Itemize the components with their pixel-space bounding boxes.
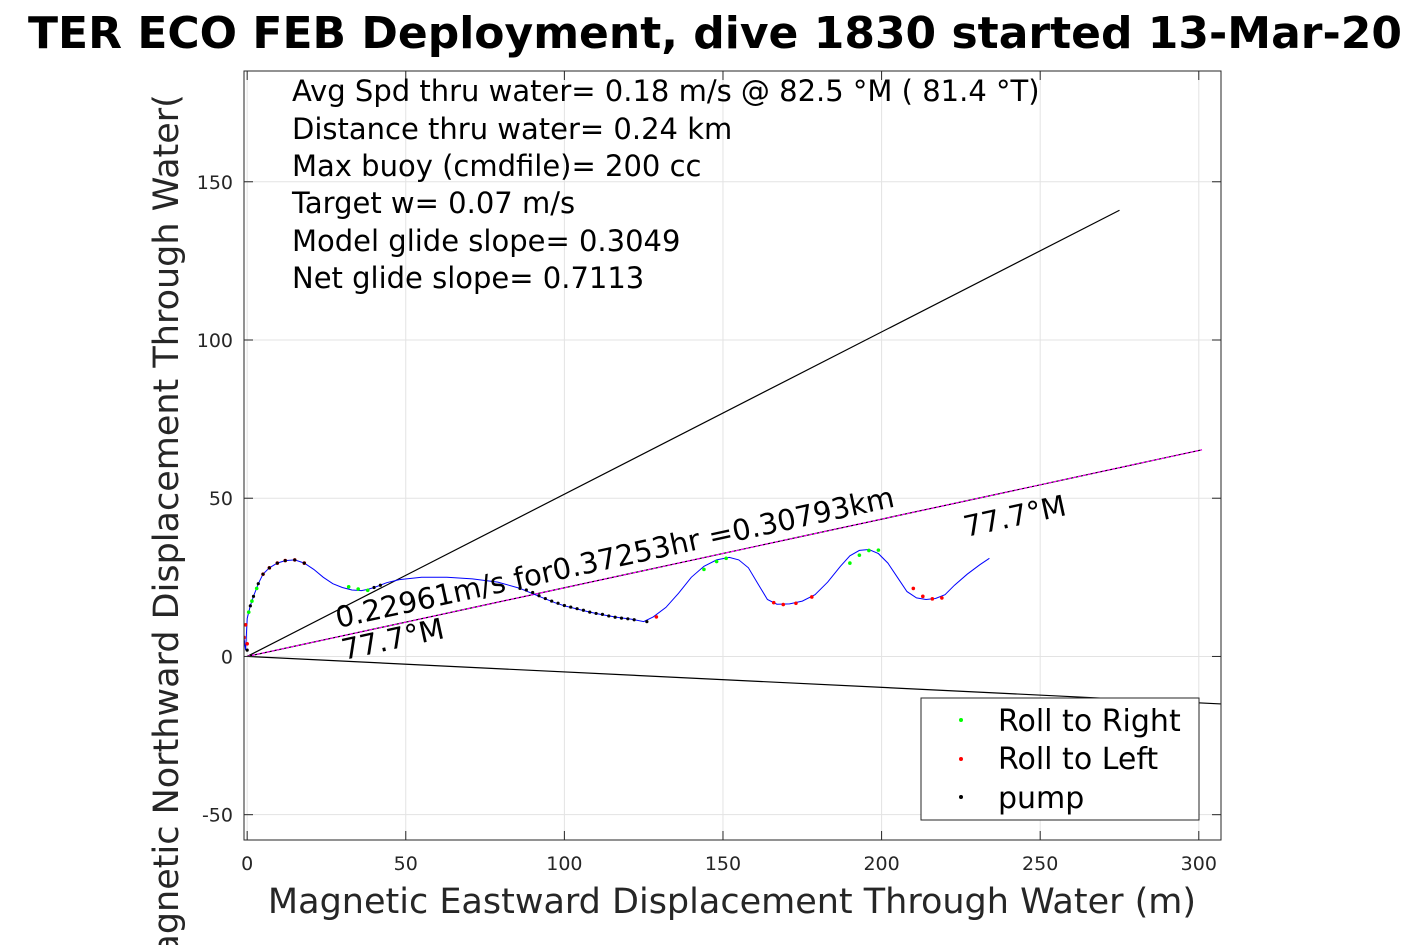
plot-content	[244, 209, 1221, 705]
pump-point	[575, 607, 579, 611]
pump-point	[248, 604, 252, 608]
pump-point	[645, 620, 649, 624]
pump-point	[293, 558, 297, 562]
pump-point	[613, 615, 617, 619]
x-tick-label: 300	[1181, 853, 1217, 875]
roll-right-point	[714, 559, 719, 564]
pump-point	[245, 648, 249, 652]
roll-right-point	[867, 548, 871, 553]
pump-point	[626, 617, 630, 621]
roll-left-point	[794, 601, 798, 606]
pump-point	[251, 594, 256, 598]
roll-right-point	[346, 585, 351, 589]
roll-right-point	[250, 599, 254, 603]
pump-point	[543, 596, 547, 601]
annotation-max-buoy: Max buoy (cmdfile)= 200 cc	[292, 149, 701, 183]
pump-point	[562, 603, 566, 608]
y-axis-label: Magnetic Northward Displacement Through …	[147, 94, 187, 945]
pump-point	[594, 611, 598, 616]
y-tick-label: -50	[202, 805, 233, 827]
pump-point	[537, 594, 541, 598]
x-tick-label: 250	[1022, 853, 1058, 875]
roll-left-point	[810, 595, 814, 599]
x-tick-label: 150	[705, 853, 741, 875]
pump-point	[275, 561, 279, 565]
roll-right-point	[356, 587, 360, 591]
tick-marks	[244, 71, 1221, 840]
pump-point	[581, 608, 586, 612]
reference-line	[247, 655, 1221, 705]
y-tick-label: 50	[209, 488, 233, 510]
pump-point	[550, 599, 554, 603]
annotation-net-glide: Net glide slope= 0.7113	[292, 261, 644, 295]
roll-right-point	[876, 548, 881, 552]
x-tick-label: 50	[394, 853, 418, 875]
y-tick-label: 100	[197, 330, 233, 352]
pump-point	[256, 582, 260, 586]
pump-point	[619, 616, 624, 620]
reference-line	[247, 449, 1203, 658]
track-layer	[244, 548, 990, 651]
reference-lines	[246, 209, 1221, 705]
pump-point	[600, 612, 605, 616]
annotation-avg-speed: Avg Spd thru water= 0.18 m/s @ 82.5 °M (…	[292, 74, 1040, 108]
roll-right-point	[702, 567, 706, 572]
pump-point	[261, 572, 265, 576]
pump-point	[302, 561, 306, 565]
pump-point	[524, 588, 528, 592]
roll-left-point	[940, 596, 944, 600]
legend-box	[920, 697, 1200, 821]
pump-point	[372, 585, 376, 590]
roll-right-point	[246, 610, 251, 614]
x-tick-label: 100	[546, 853, 582, 875]
pump-point	[569, 605, 573, 609]
pump-point	[588, 610, 592, 614]
roll-right-point	[365, 588, 370, 593]
annotation-target-w: Target w= 0.07 m/s	[291, 186, 575, 220]
roll-left-point	[911, 586, 916, 591]
legend-marker-roll-left	[959, 757, 963, 761]
pump-point	[378, 583, 382, 587]
roll-left-point	[245, 641, 249, 646]
x-tick-label: 0	[241, 853, 253, 875]
legend-marker-pump	[959, 795, 963, 799]
track-line	[244, 548, 990, 651]
roll-right-point	[724, 556, 728, 561]
x-axis-label: Magnetic Eastward Displacement Through W…	[268, 882, 1196, 922]
legend-label-roll-right: Roll to Right	[998, 704, 1181, 739]
roll-left-point	[921, 594, 925, 599]
y-tick-label: 150	[197, 172, 233, 194]
annotation-model-glide: Model glide slope= 0.3049	[292, 224, 680, 258]
roll-right-point	[848, 561, 852, 565]
roll-left-point	[771, 600, 776, 605]
pump-point	[267, 566, 271, 570]
roll-right-point	[254, 586, 259, 591]
pump-point	[607, 614, 611, 618]
pump-point	[518, 586, 522, 591]
tick-labels: 0 50 100 150 200 250 300 -50 0 50 100 150	[197, 172, 1217, 875]
roll-left-point	[781, 602, 786, 607]
legend-label-pump: pump	[998, 781, 1084, 816]
annotation-distance: Distance thru water= 0.24 km	[292, 112, 732, 146]
legend-label-roll-left: Roll to Left	[998, 742, 1158, 777]
y-tick-label: 0	[221, 646, 233, 668]
roll-left-point	[654, 615, 659, 619]
roll-left-point	[244, 623, 248, 627]
pump-point	[632, 618, 636, 622]
marker-layer	[244, 548, 944, 652]
x-tick-label: 200	[863, 853, 899, 875]
grid	[244, 71, 1221, 840]
legend-marker-roll-right	[959, 718, 963, 722]
chart-title: TER ECO FEB Deployment, dive 1830 starte…	[28, 8, 1402, 59]
plot-frame	[243, 70, 1222, 841]
pump-point	[556, 601, 560, 605]
roll-right-point	[857, 553, 862, 557]
legend: Roll to Right Roll to Left pump	[920, 697, 1200, 821]
pump-point	[531, 590, 535, 595]
pump-point	[283, 558, 287, 563]
roll-left-point	[930, 597, 935, 601]
reference-line	[246, 209, 1120, 657]
